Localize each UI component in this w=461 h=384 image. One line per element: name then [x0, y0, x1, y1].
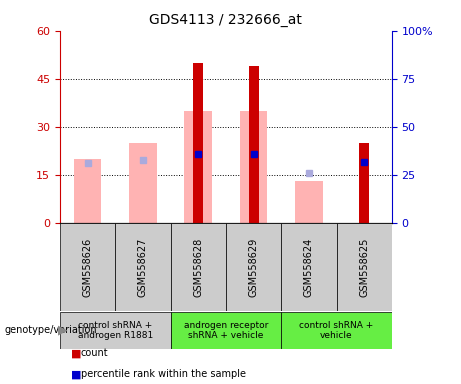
Text: GSM558626: GSM558626 [83, 237, 93, 296]
Text: ▶: ▶ [58, 324, 67, 337]
Bar [115, 223, 171, 311]
Bar [240, 111, 267, 223]
Text: count: count [81, 348, 108, 358]
Bar [359, 143, 369, 223]
Bar [295, 181, 323, 223]
Text: GSM558625: GSM558625 [359, 237, 369, 296]
Text: androgen receptor
shRNA + vehicle: androgen receptor shRNA + vehicle [183, 321, 268, 340]
Bar [193, 63, 203, 223]
Text: GSM558628: GSM558628 [193, 237, 203, 296]
Text: percentile rank within the sample: percentile rank within the sample [81, 369, 246, 379]
Text: ■: ■ [71, 369, 82, 379]
Bar [171, 312, 281, 349]
Text: GSM558629: GSM558629 [248, 237, 259, 296]
Bar [171, 223, 226, 311]
Bar [281, 312, 392, 349]
Bar [281, 223, 337, 311]
Bar [226, 223, 281, 311]
Text: genotype/variation: genotype/variation [5, 325, 97, 335]
Text: ■: ■ [71, 348, 82, 358]
Bar [74, 159, 101, 223]
Text: GSM558627: GSM558627 [138, 237, 148, 296]
Bar [60, 223, 115, 311]
Title: GDS4113 / 232666_at: GDS4113 / 232666_at [149, 13, 302, 27]
Bar [248, 66, 259, 223]
Text: control shRNA +
vehicle: control shRNA + vehicle [299, 321, 374, 340]
Bar [60, 312, 171, 349]
Bar [129, 143, 157, 223]
Text: GSM558624: GSM558624 [304, 237, 314, 296]
Bar [184, 111, 212, 223]
Bar [337, 223, 392, 311]
Text: control shRNA +
androgen R1881: control shRNA + androgen R1881 [77, 321, 153, 340]
